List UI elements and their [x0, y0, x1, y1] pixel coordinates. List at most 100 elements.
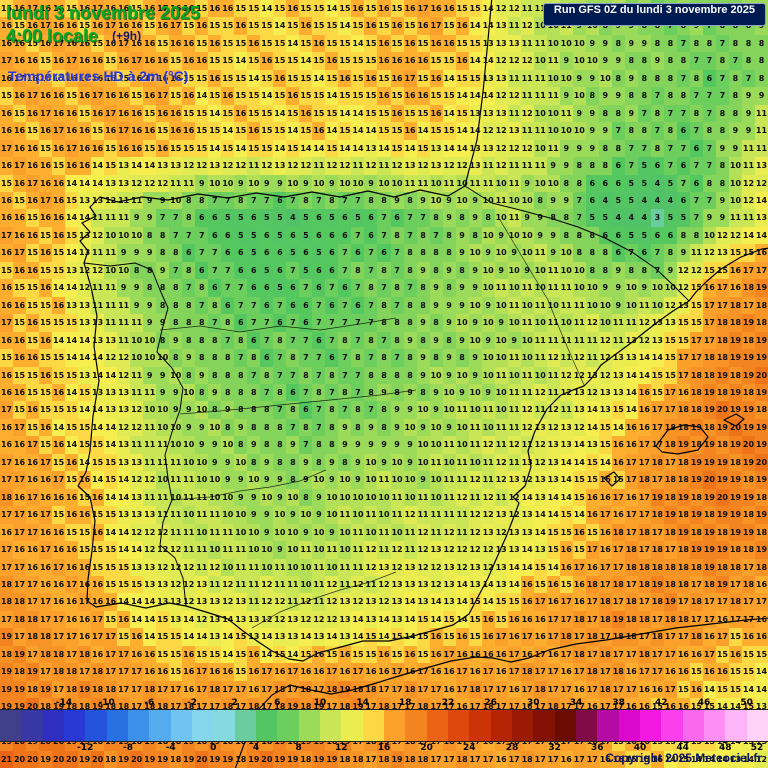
temp-cell: 8 — [377, 314, 391, 332]
temp-cell: 10 — [728, 157, 742, 175]
temp-cell: 7 — [312, 192, 326, 210]
temp-cell: 14 — [455, 576, 469, 594]
temp-cell: 7 — [351, 314, 365, 332]
temp-cell: 17 — [728, 610, 742, 629]
temp-cell: 17 — [65, 576, 79, 594]
temp-cell: 15 — [455, 69, 469, 88]
temp-cell: 8 — [442, 279, 456, 297]
temp-cell: 8 — [351, 349, 365, 367]
temp-cell: 17 — [611, 680, 625, 699]
temp-cell: 7 — [351, 192, 365, 210]
temp-cell: 16 — [754, 628, 768, 646]
temp-cell: 10 — [416, 401, 430, 419]
temp-cell: 10 — [234, 523, 248, 542]
temp-cell: 18 — [169, 750, 183, 768]
temp-cell: 17 — [611, 593, 625, 611]
temp-cell: 9 — [481, 331, 495, 350]
temp-cell: 7 — [663, 157, 677, 175]
temp-cell: 9 — [312, 506, 326, 524]
temp-cell: 9 — [741, 122, 755, 140]
temp-cell: 7 — [650, 244, 664, 262]
temp-cell: 9 — [416, 418, 430, 437]
scale-tick-label: -14 — [55, 698, 73, 708]
temp-cell: 8 — [351, 261, 365, 280]
temp-cell: 13 — [104, 331, 118, 350]
temp-cell: 19 — [702, 541, 716, 559]
temp-cell: 9 — [611, 261, 625, 280]
temp-cell: 12 — [273, 610, 287, 629]
temp-cell: 12 — [351, 593, 365, 611]
temp-cell: 17 — [117, 122, 131, 140]
temp-cell: 13 — [559, 418, 573, 437]
temp-cell: 10 — [585, 296, 599, 315]
temp-cell: 6 — [611, 174, 625, 192]
temp-cell: 8 — [416, 296, 430, 315]
temp-cell: 10 — [559, 122, 573, 140]
temp-cell: 11 — [416, 174, 430, 192]
temp-cell: 12 — [416, 558, 430, 576]
temp-cell: 17 — [117, 645, 131, 664]
temp-cell: 17 — [572, 558, 586, 576]
temp-cell: 10 — [507, 261, 521, 280]
temp-cell: 16 — [0, 192, 14, 210]
temp-cell: 13 — [468, 558, 482, 576]
temp-cell: 8 — [312, 453, 326, 472]
temp-cell: 11 — [429, 453, 443, 472]
temp-cell: 15 — [533, 576, 547, 594]
temp-cell: 10 — [351, 488, 365, 507]
temp-cell: 8 — [156, 331, 170, 350]
temp-cell: 9 — [286, 506, 300, 524]
temp-cell: 9 — [182, 349, 196, 367]
temp-cell: 18 — [13, 610, 27, 629]
scale-segment — [213, 710, 236, 741]
temp-cell: 15 — [442, 122, 456, 140]
temp-cell: 9 — [624, 104, 638, 123]
temp-cell: 16 — [39, 366, 53, 384]
temp-cell: 15 — [13, 314, 27, 332]
temp-cell: 14 — [104, 436, 118, 454]
temp-cell: 16 — [52, 139, 66, 158]
temp-cell: 14 — [442, 139, 456, 158]
temp-cell: 11 — [494, 279, 508, 297]
temp-cell: 6 — [377, 244, 391, 262]
temp-cell: 10 — [624, 279, 638, 297]
temp-cell: 8 — [663, 34, 677, 53]
scale-segment — [42, 710, 65, 741]
temp-cell: 13 — [273, 628, 287, 646]
temp-cell: 14 — [351, 139, 365, 158]
temp-cell: 9 — [546, 244, 560, 262]
temp-cell: 7 — [377, 279, 391, 297]
temp-cell: 17 — [572, 628, 586, 646]
temp-cell: 8 — [715, 174, 729, 192]
temp-cell: 17 — [13, 523, 27, 542]
temp-cell: 8 — [689, 34, 703, 53]
temp-cell: 13 — [208, 628, 222, 646]
temp-cell: 12 — [182, 157, 196, 175]
temp-cell: 6 — [312, 279, 326, 297]
temp-cell: 15 — [676, 314, 690, 332]
temp-cell: 18 — [26, 680, 40, 699]
temp-cell: 8 — [429, 314, 443, 332]
temp-cell: 15 — [572, 541, 586, 559]
temp-cell: 10 — [481, 366, 495, 384]
scale-tick-label: 0 — [210, 743, 217, 753]
temp-cell: 6 — [611, 157, 625, 175]
temp-cell: 11 — [156, 436, 170, 454]
temp-cell: 11 — [169, 174, 183, 192]
temp-cell: 10 — [481, 192, 495, 210]
temp-cell: 16 — [26, 558, 40, 576]
temp-cell: 14 — [546, 488, 560, 507]
temp-cell: 11 — [624, 314, 638, 332]
temp-cell: 8 — [676, 52, 690, 70]
temp-cell: 15 — [312, 104, 326, 123]
temp-cell: 5 — [637, 226, 651, 245]
temp-cell: 11 — [169, 453, 183, 472]
temp-cell: 13 — [78, 244, 92, 262]
temp-cell: 15 — [0, 174, 14, 192]
temp-cell: 11 — [533, 69, 547, 88]
temp-cell: 10 — [208, 541, 222, 559]
temp-cell: 16 — [26, 69, 40, 88]
temp-cell: 7 — [234, 296, 248, 315]
temp-cell: 12 — [637, 314, 651, 332]
temp-cell: 9 — [468, 314, 482, 332]
